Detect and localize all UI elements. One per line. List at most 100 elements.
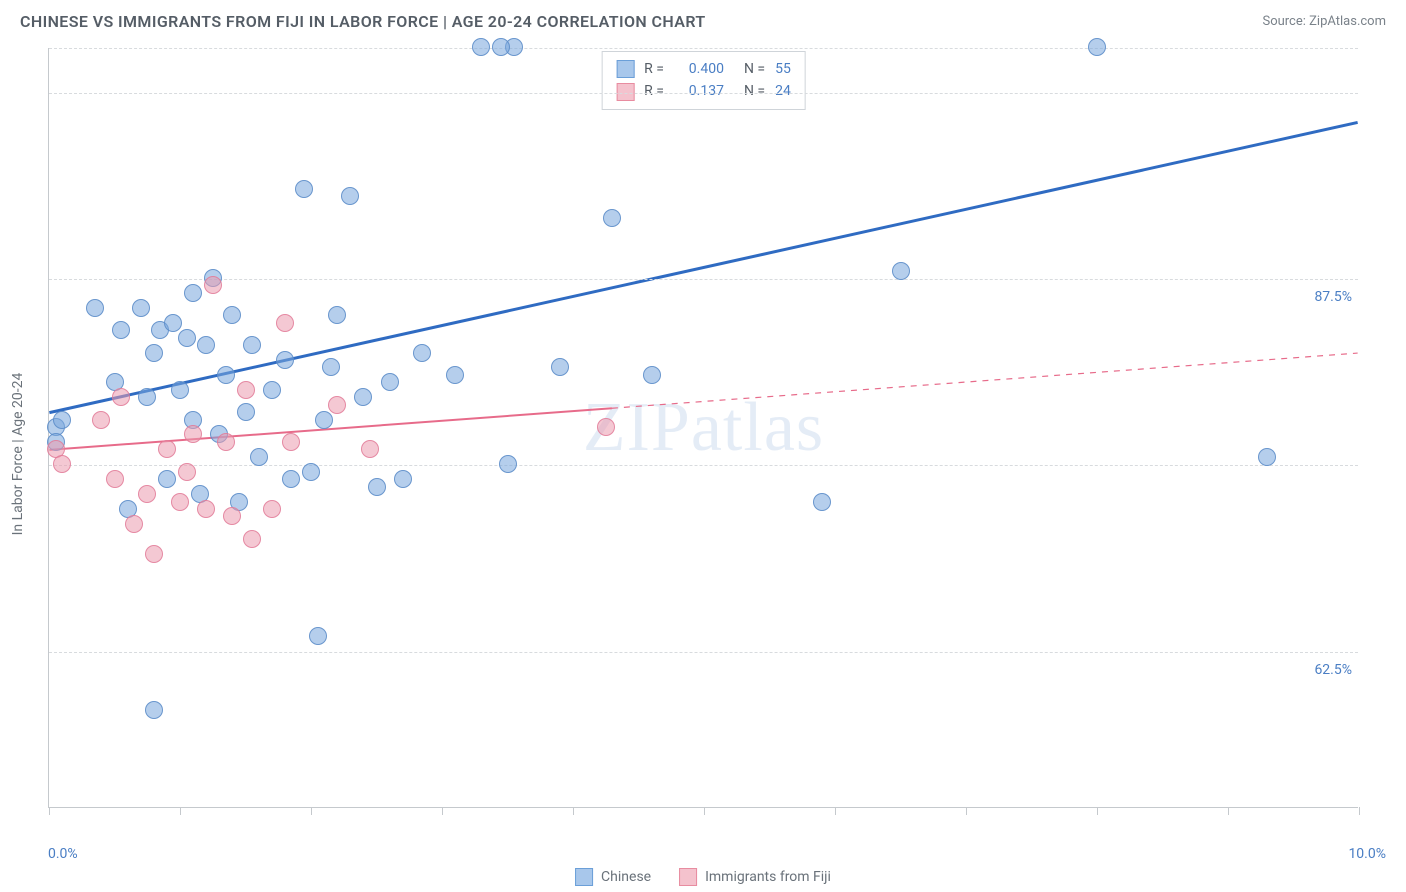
data-point [237,381,255,399]
trend-lines [49,48,1358,807]
x-tick [1097,807,1098,815]
data-point [138,388,156,406]
data-point [499,455,517,473]
legend-correlation-row: R = 0.137 N = 24 [616,80,791,102]
data-point [551,358,569,376]
legend-series-item: Chinese [575,868,651,886]
data-point [250,448,268,466]
data-point [381,373,399,391]
data-point [295,180,313,198]
data-point [217,433,235,451]
data-point [145,545,163,563]
data-point [341,187,359,205]
data-point [178,463,196,481]
data-point [354,388,372,406]
legend-swatch [679,868,697,886]
data-point [1088,38,1106,56]
data-point [53,455,71,473]
legend-n-label: N = [744,80,765,102]
data-point [243,336,261,354]
data-point [92,411,110,429]
data-point [145,701,163,719]
data-point [328,396,346,414]
data-point [223,507,241,525]
legend-r-label: R = [644,58,664,80]
data-point [178,329,196,347]
data-point [237,403,255,421]
data-point [263,381,281,399]
legend-n-label: N = [744,58,765,80]
x-tick [180,807,181,815]
data-point [413,344,431,362]
data-point [892,262,910,280]
x-tick-label-max: 10.0% [1348,846,1386,862]
data-point [197,336,215,354]
data-point [603,209,621,227]
data-point [276,314,294,332]
data-point [322,358,340,376]
legend-r-value: 0.137 [674,80,724,102]
data-point [276,351,294,369]
gridline-h [49,93,1358,94]
legend-series-label: Immigrants from Fiji [705,869,831,885]
data-point [171,381,189,399]
legend-swatch [616,60,634,78]
watermark-light: atlas [691,389,824,466]
data-point [472,38,490,56]
gridline-h [49,48,1358,49]
source-label: Source: ZipAtlas.com [1262,14,1386,29]
legend-r-label: R = [644,80,664,102]
chart-container: CHINESE VS IMMIGRANTS FROM FIJI IN LABOR… [0,0,1406,892]
data-point [112,388,130,406]
data-point [282,470,300,488]
x-tick [311,807,312,815]
data-point [106,470,124,488]
x-tick [835,807,836,815]
y-axis-title: In Labor Force | Age 20-24 [10,373,26,536]
data-point [53,411,71,429]
legend-n-value: 24 [775,80,791,102]
data-point [328,306,346,324]
data-point [263,500,281,518]
data-point [125,515,143,533]
legend-series: Chinese Immigrants from Fiji [575,868,831,886]
legend-r-value: 0.400 [674,58,724,80]
x-tick [1359,807,1360,815]
legend-correlation: R = 0.400 N = 55 R = 0.137 N = 24 [601,51,806,110]
data-point [1258,448,1276,466]
x-tick [573,807,574,815]
x-tick [1228,807,1229,815]
data-point [243,530,261,548]
plot-area: ZIPatlas R =0.400N =55R =0.137N =24 62.5… [48,48,1358,808]
data-point [138,485,156,503]
data-point [394,470,412,488]
data-point [184,284,202,302]
data-point [158,470,176,488]
title-bar: CHINESE VS IMMIGRANTS FROM FIJI IN LABOR… [0,0,1406,39]
chart-title: CHINESE VS IMMIGRANTS FROM FIJI IN LABOR… [20,12,706,31]
data-point [164,314,182,332]
data-point [813,493,831,511]
data-point [197,500,215,518]
gridline-h [49,652,1358,653]
data-point [309,627,327,645]
data-point [446,366,464,384]
legend-series-item: Immigrants from Fiji [679,868,831,886]
data-point [368,478,386,496]
x-tick [966,807,967,815]
x-tick [704,807,705,815]
data-point [302,463,320,481]
data-point [112,321,130,339]
data-point [315,411,333,429]
x-tick [442,807,443,815]
legend-swatch [575,868,593,886]
data-point [145,344,163,362]
data-point [492,38,510,56]
y-tick-label: 87.5% [1314,289,1360,305]
data-point [361,440,379,458]
legend-n-value: 55 [775,58,791,80]
gridline-h [49,279,1358,280]
data-point [158,440,176,458]
data-point [282,433,300,451]
legend-series-label: Chinese [601,869,651,885]
